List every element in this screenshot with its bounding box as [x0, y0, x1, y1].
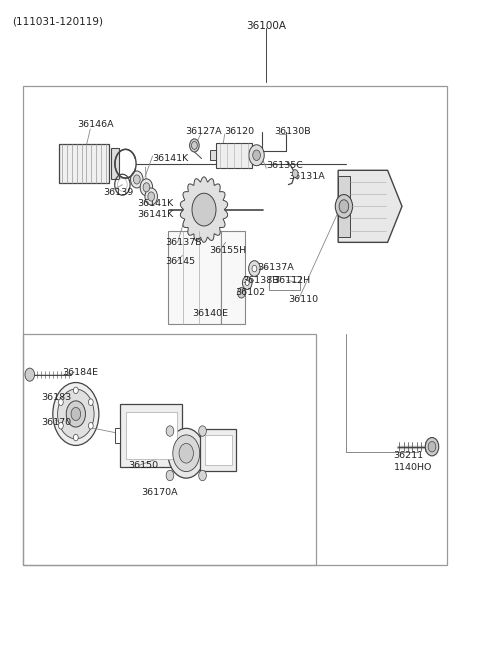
Text: 36120: 36120	[225, 126, 255, 136]
Text: (111031-120119): (111031-120119)	[12, 16, 103, 26]
Text: 36141K: 36141K	[137, 210, 173, 219]
Circle shape	[71, 407, 81, 421]
Text: 36170A: 36170A	[142, 488, 178, 497]
Circle shape	[59, 422, 63, 429]
Text: 36141K: 36141K	[137, 198, 173, 208]
Circle shape	[425, 438, 439, 456]
Circle shape	[166, 426, 174, 436]
Circle shape	[148, 192, 155, 201]
Polygon shape	[338, 176, 350, 237]
Circle shape	[192, 193, 216, 226]
Circle shape	[335, 195, 352, 218]
Text: 36138B: 36138B	[242, 276, 279, 285]
Text: 36100A: 36100A	[246, 21, 287, 31]
Text: 36155H: 36155H	[209, 246, 246, 255]
Circle shape	[249, 261, 260, 276]
Circle shape	[192, 141, 197, 149]
Text: 36131A: 36131A	[288, 172, 325, 181]
Text: 36170: 36170	[41, 418, 71, 427]
Polygon shape	[120, 404, 182, 466]
Text: 36150: 36150	[129, 460, 159, 470]
Circle shape	[58, 389, 94, 439]
Circle shape	[339, 200, 348, 213]
Circle shape	[166, 470, 174, 481]
Polygon shape	[115, 428, 120, 443]
Circle shape	[133, 175, 140, 184]
Text: 36102: 36102	[235, 288, 265, 297]
Text: 36146A: 36146A	[77, 120, 113, 129]
Polygon shape	[59, 144, 109, 183]
Circle shape	[25, 368, 35, 381]
Polygon shape	[221, 231, 245, 324]
Polygon shape	[168, 231, 221, 324]
Polygon shape	[210, 150, 216, 160]
Text: 36135C: 36135C	[266, 160, 303, 170]
Circle shape	[252, 150, 260, 160]
Circle shape	[242, 276, 252, 290]
Circle shape	[145, 188, 157, 205]
Polygon shape	[110, 148, 119, 179]
Polygon shape	[216, 143, 252, 168]
Circle shape	[173, 435, 200, 472]
Circle shape	[168, 428, 204, 478]
Text: 36137B: 36137B	[166, 238, 202, 247]
Circle shape	[252, 265, 257, 272]
Circle shape	[73, 434, 78, 441]
Circle shape	[53, 383, 99, 445]
Text: 36127A: 36127A	[185, 126, 221, 136]
Circle shape	[190, 139, 199, 152]
Polygon shape	[180, 177, 228, 242]
Polygon shape	[205, 435, 231, 465]
Polygon shape	[338, 170, 402, 242]
Circle shape	[59, 399, 63, 405]
Circle shape	[131, 171, 143, 188]
Text: 1140HO: 1140HO	[394, 463, 432, 472]
Circle shape	[238, 288, 245, 298]
Circle shape	[143, 183, 150, 192]
Circle shape	[292, 170, 298, 178]
Text: 36184E: 36184E	[62, 367, 98, 377]
Circle shape	[179, 443, 193, 463]
Text: 36110: 36110	[288, 295, 318, 304]
Text: 36112H: 36112H	[274, 276, 311, 285]
Text: 36141K: 36141K	[153, 154, 189, 163]
Text: 36145: 36145	[166, 257, 196, 267]
Circle shape	[66, 401, 85, 427]
Polygon shape	[201, 428, 236, 472]
Text: 36137A: 36137A	[257, 263, 294, 272]
Text: 36140E: 36140E	[192, 309, 228, 318]
Circle shape	[428, 441, 436, 452]
Text: 36139: 36139	[103, 188, 133, 197]
Circle shape	[199, 470, 206, 481]
Circle shape	[88, 399, 93, 405]
Polygon shape	[126, 413, 177, 458]
Circle shape	[88, 422, 93, 429]
Text: 36183: 36183	[41, 393, 71, 402]
Text: 36211: 36211	[394, 451, 424, 460]
Circle shape	[140, 179, 153, 196]
Circle shape	[245, 280, 249, 286]
Circle shape	[249, 145, 264, 166]
Text: 36130B: 36130B	[275, 126, 311, 136]
Circle shape	[199, 426, 206, 436]
Circle shape	[73, 387, 78, 394]
